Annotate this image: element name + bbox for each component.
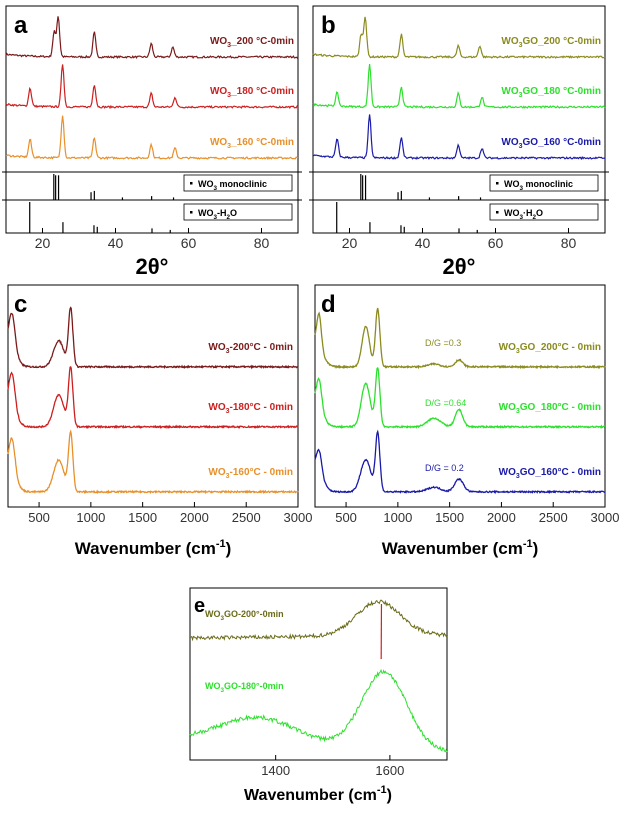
- panel-a-plot: WO3_200 °C-0min WO3_180 °C-0min WO3_160 °C…: [2, 16, 302, 251]
- panel-d-series-label: WO3GO_180°C - 0min: [499, 402, 601, 415]
- panel-d-xtick-label: 1500: [435, 510, 464, 525]
- panel-b-xtick-label: 80: [561, 235, 577, 251]
- panel-b-series-label: WO3GO_160 °C-0min: [501, 137, 601, 150]
- panel-d-xtick-label: 500: [335, 510, 357, 525]
- panel-e-xlabel: Wavenumber (cm-1): [244, 784, 392, 804]
- panel-a-reference-label: WO3 monoclinic: [198, 179, 267, 192]
- panel-b-reference-legend-box: [489, 203, 599, 221]
- panel-letter-a: a: [14, 12, 28, 39]
- panel-c-plot: WO3-200°C - 0min WO3-180°C - 0min WO3-160°…: [7, 306, 313, 525]
- panel-d-series-line: [314, 307, 606, 370]
- panel-letter-b: b: [321, 12, 336, 39]
- panel-letter-e: e: [194, 595, 205, 617]
- panel-d-dg-ratio: D/G =0.64: [425, 398, 466, 408]
- panel-d-xtick-label: 2000: [487, 510, 516, 525]
- panel-b-reference-label: WO3·H2O: [504, 208, 543, 221]
- panel-e-series-label: WO3GO-200°-0min: [205, 609, 284, 622]
- panel-d-frame: [314, 284, 606, 508]
- panel-d-series-line: [314, 429, 606, 495]
- panel-d-xlabel: Wavenumber (cm-1): [382, 538, 539, 558]
- panel-a-reference-legend-marker: [190, 182, 193, 185]
- panel-c-series-label: WO3-200°C - 0min: [208, 342, 293, 355]
- panel-b-plot: WO3GO_200 °C-0min WO3GO_180 °C-0min WO3GO_…: [309, 16, 609, 251]
- panel-b-series-line: [312, 64, 606, 109]
- panel-a-series-line: [5, 115, 299, 161]
- panel-a-series-label: WO3_180 °C-0min: [210, 86, 294, 99]
- panel-d-series-line: [314, 367, 606, 430]
- panel-b-series-line: [312, 16, 606, 59]
- panel-a-reference-label: WO3-H2O: [198, 208, 237, 221]
- panel-c-series-label: WO3-160°C - 0min: [208, 467, 293, 480]
- panel-b-xlabel: 2θ°: [443, 254, 476, 279]
- panel-a-series-line: [5, 64, 299, 110]
- panel-b-xtick-label: 20: [342, 235, 358, 251]
- panel-letter-c: c: [14, 291, 27, 318]
- panel-a-series-line: [5, 16, 299, 60]
- panel-e-xtick-label: 1400: [261, 763, 290, 778]
- panel-a-reference-legend-box: [183, 174, 293, 192]
- panel-c-xtick-label: 2000: [180, 510, 209, 525]
- panel-b-series-label: WO3GO_200 °C-0min: [501, 36, 601, 49]
- panel-a-series-label: WO3_160 °C-0min: [210, 137, 294, 150]
- panel-d-series-label: WO3GO_200°C - 0min: [499, 342, 601, 355]
- panel-e-series-line: [189, 599, 448, 642]
- panel-d-dg-ratio: D/G =0.3: [425, 338, 461, 348]
- panel-c-xtick-label: 1500: [128, 510, 157, 525]
- panel-c-series-label: WO3-180°C - 0min: [208, 402, 293, 415]
- panel-a-xtick-label: 40: [108, 235, 124, 251]
- panel-c-xtick-label: 1000: [76, 510, 105, 525]
- panel-d-xtick-label: 3000: [591, 510, 620, 525]
- panel-d-xtick-label: 1000: [383, 510, 412, 525]
- panel-a-xtick-label: 60: [181, 235, 197, 251]
- panel-e-frame: [189, 587, 448, 761]
- panel-b-xtick-label: 60: [488, 235, 504, 251]
- panel-e-series-line: [189, 668, 448, 753]
- panel-b-reference-label: WO3 monoclinic: [504, 179, 573, 192]
- panel-letter-d: d: [321, 291, 336, 318]
- panel-a-reference-legend-box: [183, 203, 293, 221]
- panel-c-series-line: [7, 306, 299, 370]
- panel-d-xtick-label: 2500: [539, 510, 568, 525]
- panel-c-xtick-label: 500: [28, 510, 50, 525]
- panel-a-xtick-label: 20: [35, 235, 51, 251]
- panel-d-series-label: WO3GO_160°C - 0min: [499, 467, 601, 480]
- panel-c-frame: [7, 284, 299, 508]
- panel-b-series-label: WO3GO_180 °C-0min: [501, 86, 601, 99]
- panel-b-reference-legend-marker: [496, 211, 499, 214]
- panel-b-reference-legend-box: [489, 174, 599, 192]
- panel-b-reference-legend-marker: [496, 182, 499, 185]
- panel-c-xtick-label: 2500: [232, 510, 261, 525]
- panel-d-dg-ratio: D/G = 0.2: [425, 463, 464, 473]
- panel-e-xtick-label: 1600: [375, 763, 404, 778]
- panel-d-plot: WO3GO_200°C - 0min D/G =0.3 WO3GO_180°C - …: [314, 307, 620, 525]
- panel-b-xtick-label: 40: [415, 235, 431, 251]
- panel-c-series-line: [7, 366, 299, 430]
- panel-b-series-line: [312, 114, 606, 161]
- panel-a-series-label: WO3_200 °C-0min: [210, 36, 294, 49]
- panel-a-xtick-label: 80: [254, 235, 270, 251]
- panel-c-series-line: [7, 429, 299, 495]
- panel-c-xlabel: Wavenumber (cm-1): [75, 538, 232, 558]
- panel-a-reference-legend-marker: [190, 211, 193, 214]
- panel-a-xlabel: 2θ°: [136, 254, 169, 279]
- panel-e-plot: WO3GO-200°-0min WO3GO-180°-0min 1400 1600: [189, 599, 448, 778]
- panel-c-xtick-label: 3000: [284, 510, 313, 525]
- panel-e-series-label: WO3GO-180°-0min: [205, 681, 284, 694]
